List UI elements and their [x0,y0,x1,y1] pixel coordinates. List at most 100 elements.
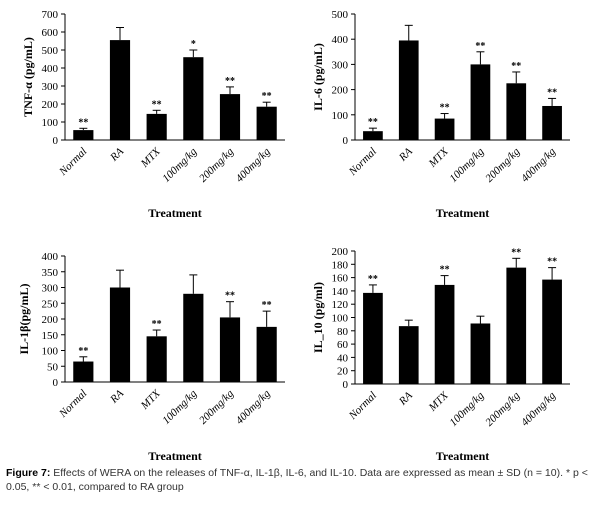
bar [256,106,277,140]
y-tick-label: 20 [337,366,349,378]
y-tick-label: 0 [53,135,59,147]
y-tick-label: 0 [343,135,349,147]
y-tick-label: 300 [332,59,349,71]
x-axis-title: Treatment [436,206,490,220]
y-tick-label: 100 [332,110,349,122]
bar [398,40,419,140]
x-axis-title: Treatment [148,206,202,220]
y-tick-label: 160 [332,273,349,285]
bar [146,113,167,140]
significance-label: ** [225,291,235,302]
bar [470,64,491,140]
significance-label: ** [78,346,88,357]
significance-label: ** [547,257,557,268]
chart-panel-il-6: 0 100 200 300 400 500 IL-6 (pg/mL) ** Normal RA **… [311,9,570,220]
y-tick-label: 400 [332,34,349,46]
y-tick-label: 0 [343,379,349,391]
significance-label: ** [152,99,162,110]
x-tick-label: Normal [56,146,89,179]
chart-panel-il-1beta: 0 50 100 150 200 250 300 350 400 IL-1β(pg/mL) ** No… [17,251,285,463]
y-axis-title: IL-6 (pg/mL) [311,43,325,111]
significance-label: ** [78,117,88,128]
bar [542,279,562,384]
x-tick-label: 400mg/kg [234,387,274,427]
bar [434,118,455,140]
y-tick-label: 100 [332,313,349,325]
x-axis-title: Treatment [436,449,490,463]
y-tick-label: 500 [332,9,349,21]
x-tick-label: 400mg/kg [519,145,559,185]
y-axis-title: IL-1β(pg/mL) [17,284,31,355]
x-axis-title: Treatment [148,449,202,463]
significance-label: * [191,39,196,50]
x-tick-label: Normal [56,388,89,421]
x-tick-label: RA [107,145,126,164]
significance-label: ** [152,319,162,330]
y-tick-label: 120 [332,299,349,311]
y-tick-label: 300 [42,81,59,93]
significance-label: ** [368,117,378,128]
bar [506,267,527,384]
bar [363,131,383,140]
y-tick-label: 300 [42,283,59,295]
significance-label: ** [440,265,450,276]
y-tick-label: 400 [42,63,59,75]
bar [219,94,241,140]
y-tick-label: 50 [47,361,59,373]
x-tick-label: Normal [346,146,379,179]
x-tick-label: MTX [426,389,452,415]
x-tick-label: MTX [138,387,164,413]
y-tick-label: 700 [42,9,59,21]
y-tick-label: 40 [337,352,349,364]
x-tick-label: RA [396,145,415,164]
significance-label: ** [511,61,521,72]
x-tick-label: MTX [426,145,452,171]
y-tick-label: 150 [42,330,59,342]
x-tick-label: 100mg/kg [160,387,200,427]
y-tick-label: 0 [53,377,59,389]
y-tick-label: 180 [332,259,349,271]
bar [146,336,167,382]
figure-caption: Figure 7: Effects of WERA on the release… [6,466,598,494]
y-tick-label: 200 [332,85,349,97]
significance-label: ** [225,76,235,87]
bar [256,326,277,382]
x-tick-label: 400mg/kg [519,389,559,429]
x-tick-label: 100mg/kg [447,389,487,429]
y-tick-label: 200 [42,314,59,326]
significance-label: ** [440,103,450,114]
x-tick-label: 100mg/kg [447,145,487,185]
x-tick-label: 200mg/kg [483,145,523,185]
figure-caption-text: Effects of WERA on the releases of TNF-α… [6,467,588,493]
bar [398,326,419,384]
x-tick-label: Normal [346,390,379,423]
x-tick-label: MTX [138,145,164,171]
y-axis-title: IL_10 (pg/ml) [311,282,325,353]
significance-label: ** [368,274,378,285]
y-tick-label: 100 [42,117,59,129]
x-tick-label: 200mg/kg [197,145,237,185]
bar [183,57,204,141]
bar [109,40,131,140]
bar [542,105,562,140]
bar [183,293,204,382]
significance-label: ** [262,300,272,311]
x-tick-label: 200mg/kg [197,387,237,427]
significance-label: ** [262,91,272,102]
x-tick-label: RA [396,389,415,408]
y-tick-label: 500 [42,45,59,57]
bar [219,317,241,382]
y-tick-label: 60 [337,339,349,351]
bar [470,323,491,384]
y-tick-label: 200 [332,246,349,258]
significance-label: ** [547,87,557,98]
chart-panel-tnf-alpha: 0 100 200 300 400 500 600 700 TNF-α (pg/mL) ** Nor… [21,9,285,220]
y-tick-label: 140 [332,286,349,298]
x-tick-label: 200mg/kg [483,389,523,429]
bar [363,292,383,384]
bar [434,284,455,384]
y-axis-title: TNF-α (pg/mL) [21,37,35,117]
significance-label: ** [511,247,521,258]
